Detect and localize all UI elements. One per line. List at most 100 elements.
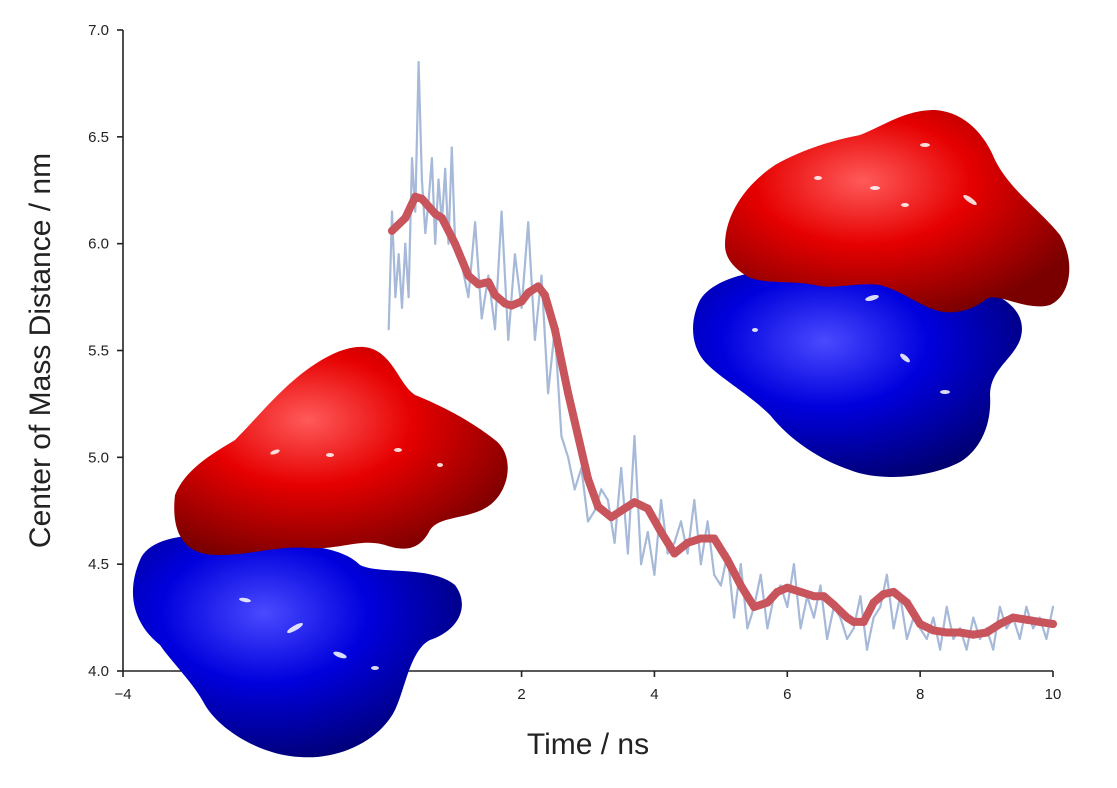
raw-data-point — [972, 616, 975, 619]
smoothed-data-point — [1022, 615, 1031, 624]
raw-data-point — [387, 328, 390, 331]
raw-data-point — [500, 210, 503, 213]
y-tick-label: 6.5 — [88, 129, 109, 146]
y-tick-label: 5.0 — [88, 449, 109, 466]
smoothed-data-point — [736, 581, 745, 590]
smoothed-data-point — [796, 587, 805, 596]
raw-data-point — [606, 499, 610, 502]
raw-data-point — [746, 627, 749, 630]
raw-data-point — [660, 499, 663, 502]
raw-data-point — [540, 274, 543, 277]
raw-data-point — [444, 167, 447, 170]
smoothed-data-point — [956, 628, 964, 637]
raw-data-point — [939, 648, 942, 651]
raw-data-point — [547, 392, 550, 395]
raw-data-point — [533, 338, 537, 341]
raw-data-point — [699, 563, 703, 566]
smoothed-data-point — [464, 271, 473, 280]
raw-data-point — [646, 531, 649, 534]
raw-data-point — [450, 146, 453, 149]
raw-data-point — [620, 466, 623, 470]
raw-data-point — [480, 317, 483, 320]
smoothed-data-point — [437, 214, 446, 222]
protein-dimer-illustration-left — [132, 346, 508, 758]
raw-data-point — [719, 584, 723, 587]
smoothed-data-point — [859, 617, 868, 626]
raw-data-point — [1025, 605, 1028, 609]
raw-data-point — [420, 178, 423, 181]
x-tick-label: 4 — [650, 686, 658, 703]
smoothed-data-point — [942, 628, 951, 637]
smoothed-data-point — [451, 239, 460, 248]
smoothed-data-point — [902, 598, 911, 607]
smoothed-data-point — [849, 617, 858, 626]
raw-data-point — [400, 306, 404, 309]
smoothed-data-point — [916, 620, 925, 628]
smoothed-data-point — [696, 534, 705, 543]
raw-data-point — [430, 157, 433, 160]
smoothed-data-point — [995, 620, 1004, 628]
smoothed-distance-series-line — [388, 192, 1057, 639]
y-tick-label: 6.0 — [88, 236, 109, 253]
smoothed-data-point — [683, 538, 692, 547]
raw-data-point — [1018, 637, 1021, 641]
smoothed-data-point — [411, 192, 420, 201]
smoothed-data-point — [657, 528, 666, 537]
raw-data-point — [1045, 637, 1048, 641]
smoothed-data-point — [550, 325, 559, 334]
red-protein-blob-right — [725, 110, 1070, 313]
smoothed-data-point — [584, 474, 592, 483]
raw-data-point — [992, 648, 995, 651]
raw-data-point — [792, 563, 796, 566]
raw-data-point — [613, 541, 616, 544]
raw-data-point — [527, 221, 530, 224]
smoothed-data-point — [819, 592, 828, 601]
smoothed-data-point — [1009, 613, 1018, 622]
y-axis-title: Center of Mass Distance / nm — [24, 153, 57, 548]
smoothed-data-point — [809, 592, 818, 601]
smoothed-data-point — [534, 282, 543, 291]
smoothed-data-point — [1035, 617, 1044, 626]
raw-data-point — [826, 637, 829, 641]
raw-data-point — [633, 434, 636, 438]
axis-labels: 4.0 4.5 5.0 5.5 6.0 6.5 7.0 −4 2 4 6 8 10 Time / ns Ce… — [24, 22, 1061, 761]
raw-data-point — [945, 605, 948, 609]
smoothed-data-point — [501, 299, 509, 308]
blue-protein-blob-left — [132, 535, 462, 758]
x-tick-label: −4 — [114, 686, 131, 703]
raw-data-point — [892, 627, 895, 630]
smoothed-data-point — [540, 290, 549, 299]
smoothed-data-point — [630, 498, 639, 507]
y-tick-label: 7.0 — [88, 22, 109, 39]
raw-data-point — [872, 616, 875, 619]
raw-data-point — [397, 253, 400, 256]
smoothed-data-point — [783, 583, 792, 592]
smoothed-data-point — [869, 598, 878, 607]
smoothed-data-point — [723, 555, 732, 564]
raw-data-point — [513, 253, 517, 256]
raw-data-point — [766, 627, 769, 630]
raw-data-point — [693, 499, 696, 502]
smoothed-data-point — [594, 502, 602, 511]
raw-data-point — [1005, 627, 1008, 630]
raw-data-point — [573, 488, 576, 491]
x-tick-label: 8 — [916, 686, 924, 703]
smoothed-data-point — [829, 600, 838, 609]
raw-data-point — [520, 306, 523, 309]
raw-data-point — [567, 456, 570, 459]
raw-data-point — [1032, 627, 1035, 630]
x-tick-label: 6 — [783, 686, 791, 703]
raw-data-point — [859, 595, 862, 598]
raw-data-point — [600, 488, 603, 491]
red-protein-blob-left — [174, 346, 508, 556]
raw-data-point — [998, 605, 1002, 609]
raw-data-point — [819, 584, 822, 587]
raw-data-point — [414, 210, 417, 213]
raw-data-point — [487, 274, 490, 277]
smoothed-data-point — [763, 598, 772, 607]
smoothed-data-point — [889, 587, 898, 596]
smoothed-data-point — [474, 280, 483, 289]
smoothed-data-point — [750, 602, 759, 611]
raw-data-point — [706, 520, 709, 523]
